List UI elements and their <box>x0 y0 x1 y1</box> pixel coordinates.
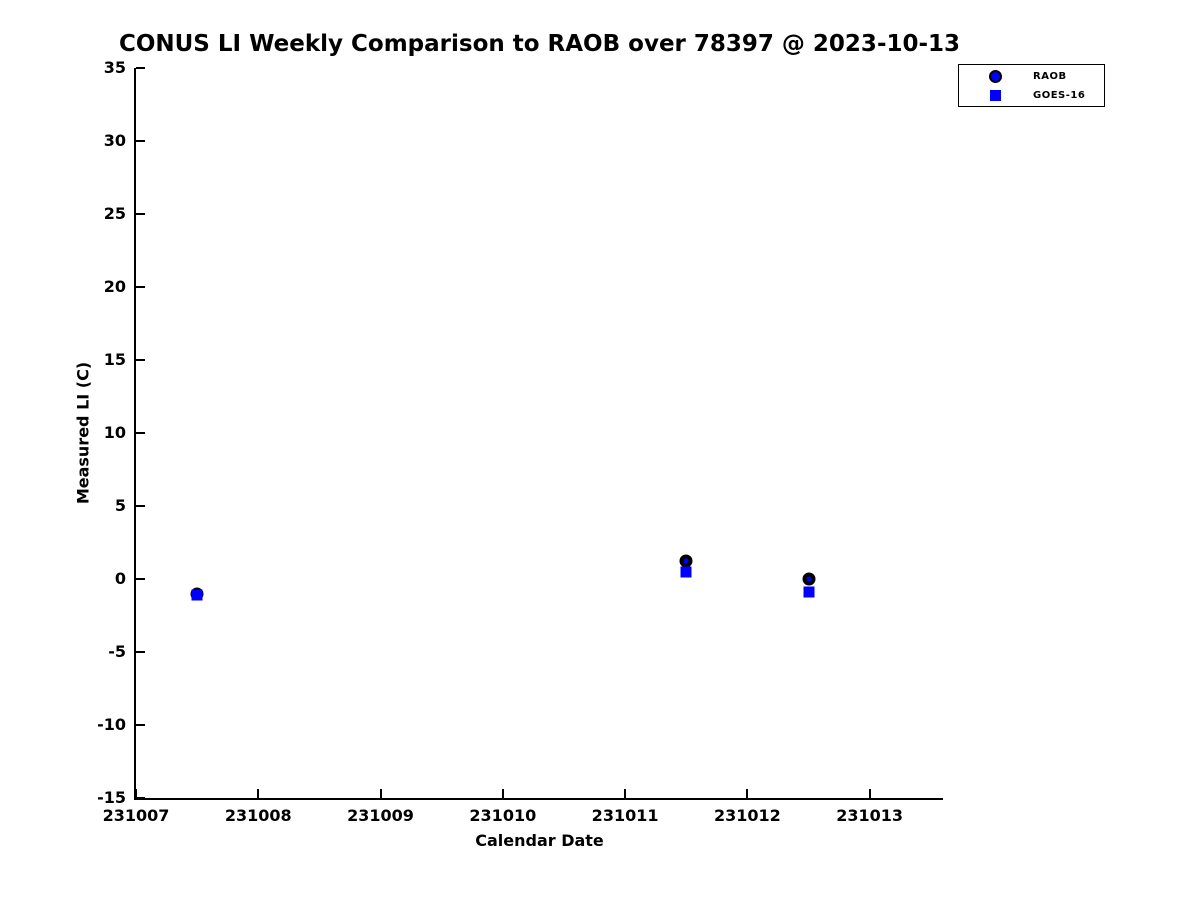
x-tick-label: 231008 <box>224 806 292 825</box>
x-tick <box>135 789 137 798</box>
chart-title: CONUS LI Weekly Comparison to RAOB over … <box>118 31 961 57</box>
y-tick <box>136 67 145 69</box>
x-axis-label: Calendar Date <box>475 831 604 850</box>
y-tick-label: 5 <box>114 496 126 515</box>
y-tick-label: 25 <box>103 204 126 223</box>
x-tick-label: 231007 <box>102 806 170 825</box>
x-tick <box>746 789 749 798</box>
y-tick-label: -5 <box>108 642 126 661</box>
x-tick <box>868 789 871 798</box>
x-tick-label: 231013 <box>836 806 904 825</box>
x-tick-label: 231012 <box>713 806 781 825</box>
y-tick <box>136 578 145 580</box>
data-point-raob <box>679 554 693 568</box>
goes16-square-icon <box>985 89 1005 101</box>
x-tick <box>257 789 260 798</box>
y-tick <box>136 651 145 653</box>
data-point-goes-16 <box>680 566 692 578</box>
y-tick-label: 0 <box>114 569 126 588</box>
raob-circle-icon <box>985 69 1005 83</box>
y-tick <box>136 213 145 215</box>
y-tick-label: -15 <box>97 788 126 807</box>
y-tick-label: 15 <box>103 350 126 369</box>
y-tick <box>136 797 145 799</box>
plot-area <box>134 67 943 800</box>
data-point-goes-16 <box>191 589 203 601</box>
x-tick <box>624 789 627 798</box>
y-tick <box>136 359 145 361</box>
x-tick-label: 231009 <box>347 806 414 825</box>
x-tick-label: 231011 <box>591 806 659 825</box>
y-tick-label: 35 <box>103 58 126 77</box>
y-tick-label: 10 <box>103 423 126 442</box>
y-tick-label: -10 <box>97 715 126 734</box>
y-tick <box>136 505 145 507</box>
data-point-raob <box>802 572 815 586</box>
legend-entry-raob: RAOB <box>959 68 1104 84</box>
legend-entry-goes16: GOES-16 <box>959 87 1104 103</box>
y-axis-label: Measured LI (C) <box>73 361 93 505</box>
y-tick <box>136 724 145 726</box>
legend-label-goes16: GOES-16 <box>1033 89 1086 101</box>
x-tick <box>379 789 382 798</box>
y-tick-label: 20 <box>103 277 126 296</box>
data-point-goes-16 <box>803 586 814 598</box>
y-tick <box>136 140 145 142</box>
x-tick <box>501 789 504 798</box>
y-tick <box>136 286 145 288</box>
legend-label-raob: RAOB <box>1033 70 1067 82</box>
y-tick-label: 30 <box>103 131 126 150</box>
legend: RAOB GOES-16 <box>958 64 1105 107</box>
x-tick-label: 231010 <box>469 806 537 825</box>
y-tick <box>136 432 145 434</box>
